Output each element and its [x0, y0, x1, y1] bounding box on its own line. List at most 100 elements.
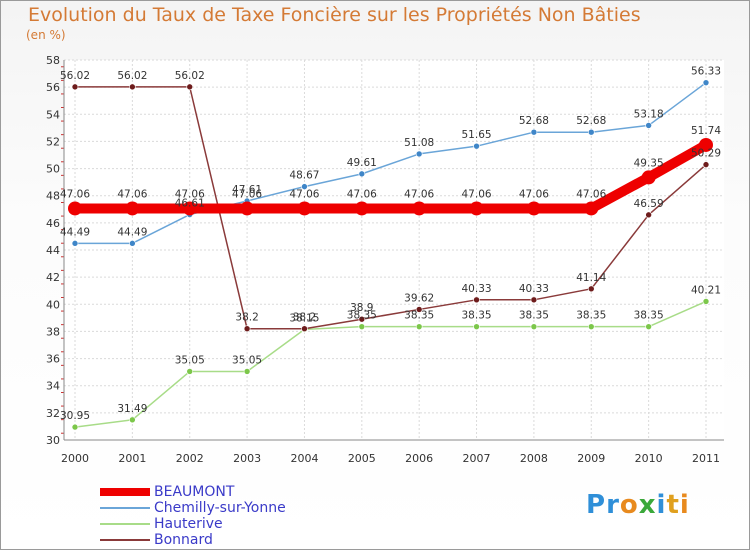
- data-label-chemilly-sur-yonne: 47.61: [232, 184, 262, 196]
- legend-item-bonnard[interactable]: Bonnard: [100, 532, 286, 548]
- data-point-hauterive: [129, 416, 136, 424]
- data-point-beaumont: [354, 201, 369, 216]
- x-tick-label: 2006: [405, 452, 433, 465]
- data-label-bonnard: 38.2: [235, 312, 258, 324]
- chart-title: Evolution du Taux de Taxe Foncière sur l…: [28, 4, 641, 26]
- data-label-hauterive: 38.35: [462, 310, 492, 322]
- legend-label: Chemilly-sur-Yonne: [154, 500, 286, 516]
- data-point-hauterive: [645, 323, 652, 330]
- data-point-beaumont: [641, 170, 656, 185]
- legend-item-hauterive[interactable]: Hauterive: [100, 516, 286, 532]
- data-label-beaumont: 49.35: [634, 157, 664, 169]
- data-label-chemilly-sur-yonne: 46.61: [175, 198, 205, 210]
- x-tick-label: 2005: [348, 452, 376, 465]
- data-label-beaumont: 47.06: [117, 188, 147, 200]
- data-point-beaumont: [469, 201, 484, 216]
- x-tick-label: 2011: [692, 452, 720, 465]
- data-label-hauterive: 35.05: [232, 354, 262, 366]
- y-tick-label: 36: [46, 353, 60, 366]
- data-point-hauterive: [473, 323, 480, 330]
- data-point-chemilly-sur-yonne: [645, 122, 652, 129]
- data-label-bonnard: 38.2: [293, 312, 316, 324]
- data-label-chemilly-sur-yonne: 44.49: [60, 226, 90, 238]
- data-label-beaumont: 47.06: [232, 188, 262, 200]
- series-line-hauterive: [74, 300, 707, 428]
- logo-letter: r: [606, 490, 620, 520]
- x-tick-label: 2002: [176, 452, 204, 465]
- data-label-hauterive: 38.15: [289, 312, 319, 324]
- data-label-beaumont: 47.06: [519, 188, 549, 200]
- x-tick-label: 2003: [233, 452, 261, 465]
- data-point-bonnard: [358, 315, 366, 323]
- logo-letter: P: [586, 490, 607, 520]
- legend-label: Hauterive: [154, 516, 223, 532]
- legend-item-chemilly[interactable]: Chemilly-sur-Yonne: [100, 500, 286, 516]
- y-tick-label: 48: [46, 190, 60, 203]
- legend: BEAUMONT Chemilly-sur-Yonne Hauterive Bo…: [100, 484, 286, 548]
- x-tick-label: 2001: [118, 452, 146, 465]
- data-label-chemilly-sur-yonne: 56.33: [691, 66, 721, 78]
- data-point-bonnard: [702, 161, 710, 168]
- data-label-hauterive: 38.35: [347, 310, 377, 322]
- data-point-bonnard: [415, 306, 423, 313]
- data-point-bonnard: [530, 296, 538, 304]
- data-point-hauterive: [186, 368, 194, 375]
- data-label-hauterive: 38.35: [576, 310, 606, 322]
- y-tick-label: 34: [46, 380, 60, 393]
- data-label-chemilly-sur-yonne: 53.18: [634, 108, 664, 120]
- y-tick-label: 32: [46, 407, 60, 420]
- data-point-beaumont: [412, 201, 427, 216]
- data-label-chemilly-sur-yonne: 52.68: [576, 115, 606, 127]
- legend-swatch-hauterive: [100, 523, 150, 525]
- data-label-hauterive: 40.21: [691, 284, 721, 296]
- y-tick-label: 52: [46, 135, 60, 148]
- y-tick-label: 44: [46, 244, 60, 257]
- data-point-bonnard: [645, 211, 652, 219]
- data-label-bonnard: 56.02: [117, 70, 147, 82]
- data-label-bonnard: 56.02: [175, 70, 205, 82]
- data-label-hauterive: 38.35: [404, 310, 434, 322]
- data-label-bonnard: 40.33: [519, 283, 549, 295]
- y-tick-label: 42: [46, 271, 60, 284]
- data-label-chemilly-sur-yonne: 49.61: [347, 157, 377, 169]
- data-label-bonnard: 50.29: [691, 148, 721, 160]
- x-tick-label: 2000: [61, 452, 89, 465]
- data-point-bonnard: [301, 325, 308, 333]
- data-label-chemilly-sur-yonne: 51.65: [462, 129, 492, 141]
- data-point-hauterive: [587, 323, 595, 330]
- data-label-hauterive: 31.49: [117, 403, 147, 415]
- data-point-chemilly-sur-yonne: [301, 183, 308, 190]
- data-point-hauterive: [71, 423, 79, 431]
- legend-swatch-chemilly: [100, 507, 150, 509]
- logo-letter: i: [679, 490, 690, 520]
- data-point-beaumont: [240, 201, 255, 216]
- logo-letter: o: [619, 490, 639, 520]
- data-point-chemilly-sur-yonne: [129, 240, 136, 247]
- legend-label: BEAUMONT: [154, 484, 235, 500]
- data-label-chemilly-sur-yonne: 48.67: [289, 170, 319, 182]
- legend-item-beaumont[interactable]: BEAUMONT: [100, 484, 286, 500]
- data-point-hauterive: [530, 323, 538, 330]
- data-label-hauterive: 35.05: [175, 354, 205, 366]
- data-point-beaumont: [297, 201, 312, 216]
- data-point-bonnard: [71, 83, 79, 91]
- data-label-bonnard: 38.9: [350, 302, 373, 314]
- y-tick-label: 58: [46, 54, 60, 67]
- data-label-hauterive: 30.95: [60, 410, 90, 422]
- logo-letter: i: [656, 490, 667, 520]
- data-label-chemilly-sur-yonne: 44.49: [117, 226, 147, 238]
- y-tick-label: 56: [46, 81, 60, 94]
- data-label-bonnard: 40.33: [462, 283, 492, 295]
- y-tick-label: 40: [46, 298, 60, 311]
- data-label-beaumont: 47.06: [175, 188, 205, 200]
- x-tick-label: 2004: [290, 452, 318, 465]
- data-point-chemilly-sur-yonne: [358, 170, 366, 178]
- data-point-chemilly-sur-yonne: [415, 150, 423, 158]
- data-point-hauterive: [415, 323, 423, 330]
- data-point-beaumont: [68, 201, 82, 216]
- y-tick-label: 30: [46, 434, 60, 447]
- data-label-bonnard: 39.62: [404, 292, 434, 304]
- data-point-bonnard: [243, 325, 251, 333]
- x-tick-label: 2007: [463, 452, 491, 465]
